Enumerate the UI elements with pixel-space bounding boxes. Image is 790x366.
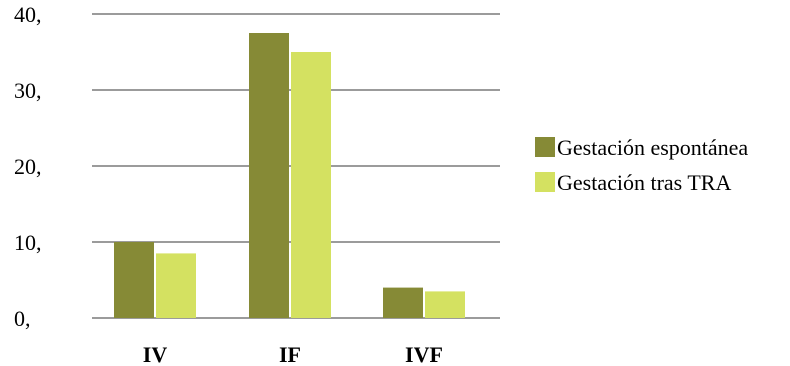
y-tick-label: 20,: [14, 154, 42, 179]
y-tick-label: 40,: [14, 2, 42, 27]
x-category-label: IF: [279, 342, 301, 366]
legend-swatch: [535, 172, 555, 192]
legend: Gestación espontánea Gestación tras TRA: [535, 135, 748, 195]
legend-label: Gestación espontánea: [557, 135, 748, 160]
bar-iv-series-1: [114, 242, 154, 318]
x-category-label: IVF: [405, 342, 443, 366]
legend-swatch: [535, 137, 555, 157]
y-tick-label: 30,: [14, 78, 42, 103]
bar-ivf-series-2: [425, 291, 465, 318]
x-axis-categories: IV IF IVF: [143, 342, 443, 366]
y-tick-label: 0,: [14, 306, 31, 331]
bar-iv-series-2: [156, 253, 196, 318]
x-category-label: IV: [143, 342, 168, 366]
legend-label: Gestación tras TRA: [557, 170, 731, 195]
bar-if-series-1: [249, 33, 289, 318]
y-tick-label: 10,: [14, 230, 42, 255]
bar-ivf-series-1: [383, 287, 423, 318]
bar-if-series-2: [291, 52, 331, 318]
bars: [114, 33, 465, 318]
y-axis-ticks: 0, 10, 20, 30, 40,: [14, 2, 42, 331]
